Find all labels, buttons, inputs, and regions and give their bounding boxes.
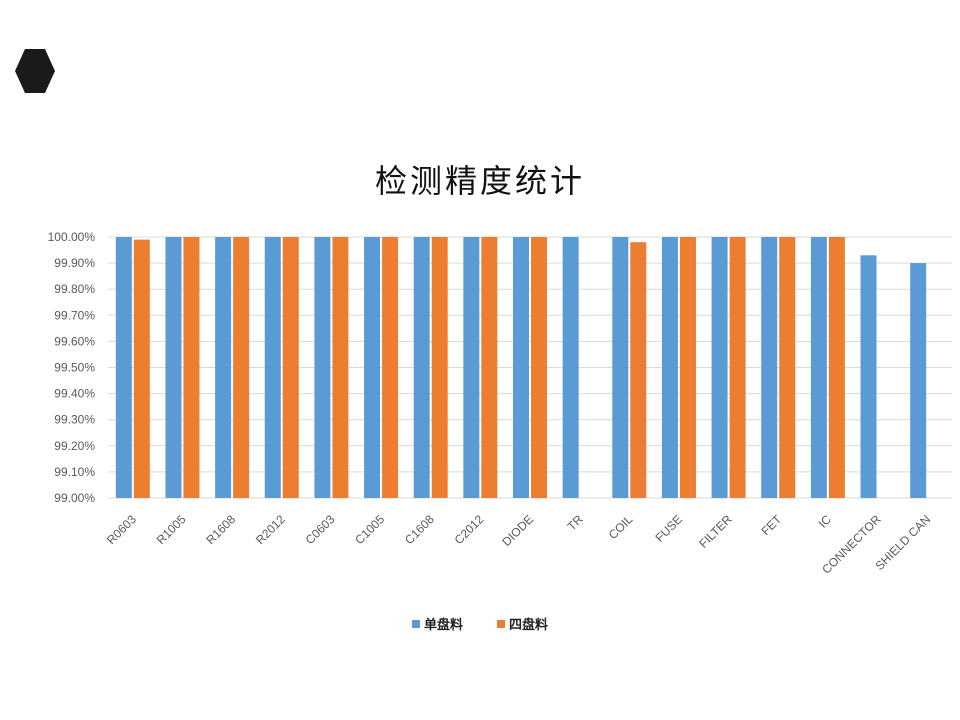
- bar-1: [215, 237, 232, 498]
- y-tick-label: 99.40%: [54, 387, 95, 401]
- bar-2: [679, 237, 696, 498]
- chart-legend: 单盘料 四盘料: [0, 614, 960, 633]
- bar-2: [481, 237, 498, 498]
- legend-item-series-1: 单盘料: [411, 614, 463, 633]
- y-tick-label: 99.70%: [54, 308, 95, 322]
- bar-2: [133, 239, 150, 499]
- bar-2: [828, 237, 845, 498]
- legend-item-series-2: 四盘料: [497, 614, 548, 633]
- bar-2: [729, 237, 746, 498]
- bar-2: [630, 242, 647, 498]
- y-tick-label: 99.80%: [54, 282, 95, 296]
- bar-1: [711, 237, 728, 498]
- bar-1: [910, 263, 927, 498]
- legend-label-series-2: 四盘料: [509, 618, 549, 633]
- y-tick-label: 100.00%: [48, 230, 96, 244]
- bar-2: [332, 237, 349, 498]
- bar-2: [382, 237, 399, 498]
- bar-1: [364, 237, 381, 498]
- bar-2: [531, 237, 547, 498]
- x-tick-label: C1005: [352, 512, 387, 547]
- x-tick-label: R1608: [203, 512, 238, 547]
- x-tick-label: DIODE: [499, 512, 536, 549]
- x-tick-label: COIL: [606, 512, 636, 542]
- x-tick-label: TR: [565, 512, 586, 533]
- x-tick-label: R0603: [104, 512, 139, 547]
- bar-2: [779, 237, 796, 498]
- bar-1: [513, 237, 529, 498]
- hexagon-icon: [15, 49, 55, 93]
- y-tick-label: 99.50%: [54, 361, 95, 375]
- bar-2: [431, 237, 448, 498]
- bar-1: [761, 237, 778, 498]
- bar-2: [183, 237, 200, 498]
- y-tick-label: 99.10%: [54, 465, 95, 479]
- legend-swatch-series-1: [411, 619, 420, 628]
- bar-1: [612, 237, 629, 498]
- legend-label-series-1: 单盘料: [423, 618, 463, 633]
- x-tick-label: IC: [816, 512, 835, 531]
- bar-1: [413, 237, 430, 498]
- bar-1: [463, 237, 480, 498]
- bar-1: [264, 237, 281, 498]
- x-tick-label: FET: [758, 512, 784, 538]
- x-tick-label: C0603: [303, 512, 338, 547]
- bar-1: [314, 237, 331, 498]
- x-tick-label: C1608: [402, 512, 437, 547]
- bar-1: [661, 237, 678, 498]
- bar-1: [165, 237, 182, 498]
- x-tick-label: FILTER: [696, 512, 735, 551]
- y-tick-label: 99.90%: [54, 256, 95, 270]
- x-tick-label: C2012: [452, 512, 487, 547]
- x-tick-label: R1005: [154, 512, 189, 547]
- bar-2: [233, 237, 250, 498]
- legend-swatch-series-2: [497, 619, 505, 628]
- x-tick-label: R2012: [253, 512, 288, 547]
- bar-1: [115, 237, 132, 498]
- y-tick-label: 99.00%: [54, 491, 95, 505]
- bar-1: [810, 237, 827, 498]
- bar-1: [562, 237, 579, 498]
- y-tick-label: 99.60%: [54, 334, 95, 348]
- y-tick-label: 99.30%: [54, 413, 95, 427]
- bar-1: [860, 255, 877, 498]
- x-tick-label: FUSE: [653, 512, 686, 545]
- chart-title: 检测精度统计: [374, 162, 585, 200]
- y-tick-label: 99.20%: [54, 439, 95, 453]
- bar-2: [282, 237, 299, 498]
